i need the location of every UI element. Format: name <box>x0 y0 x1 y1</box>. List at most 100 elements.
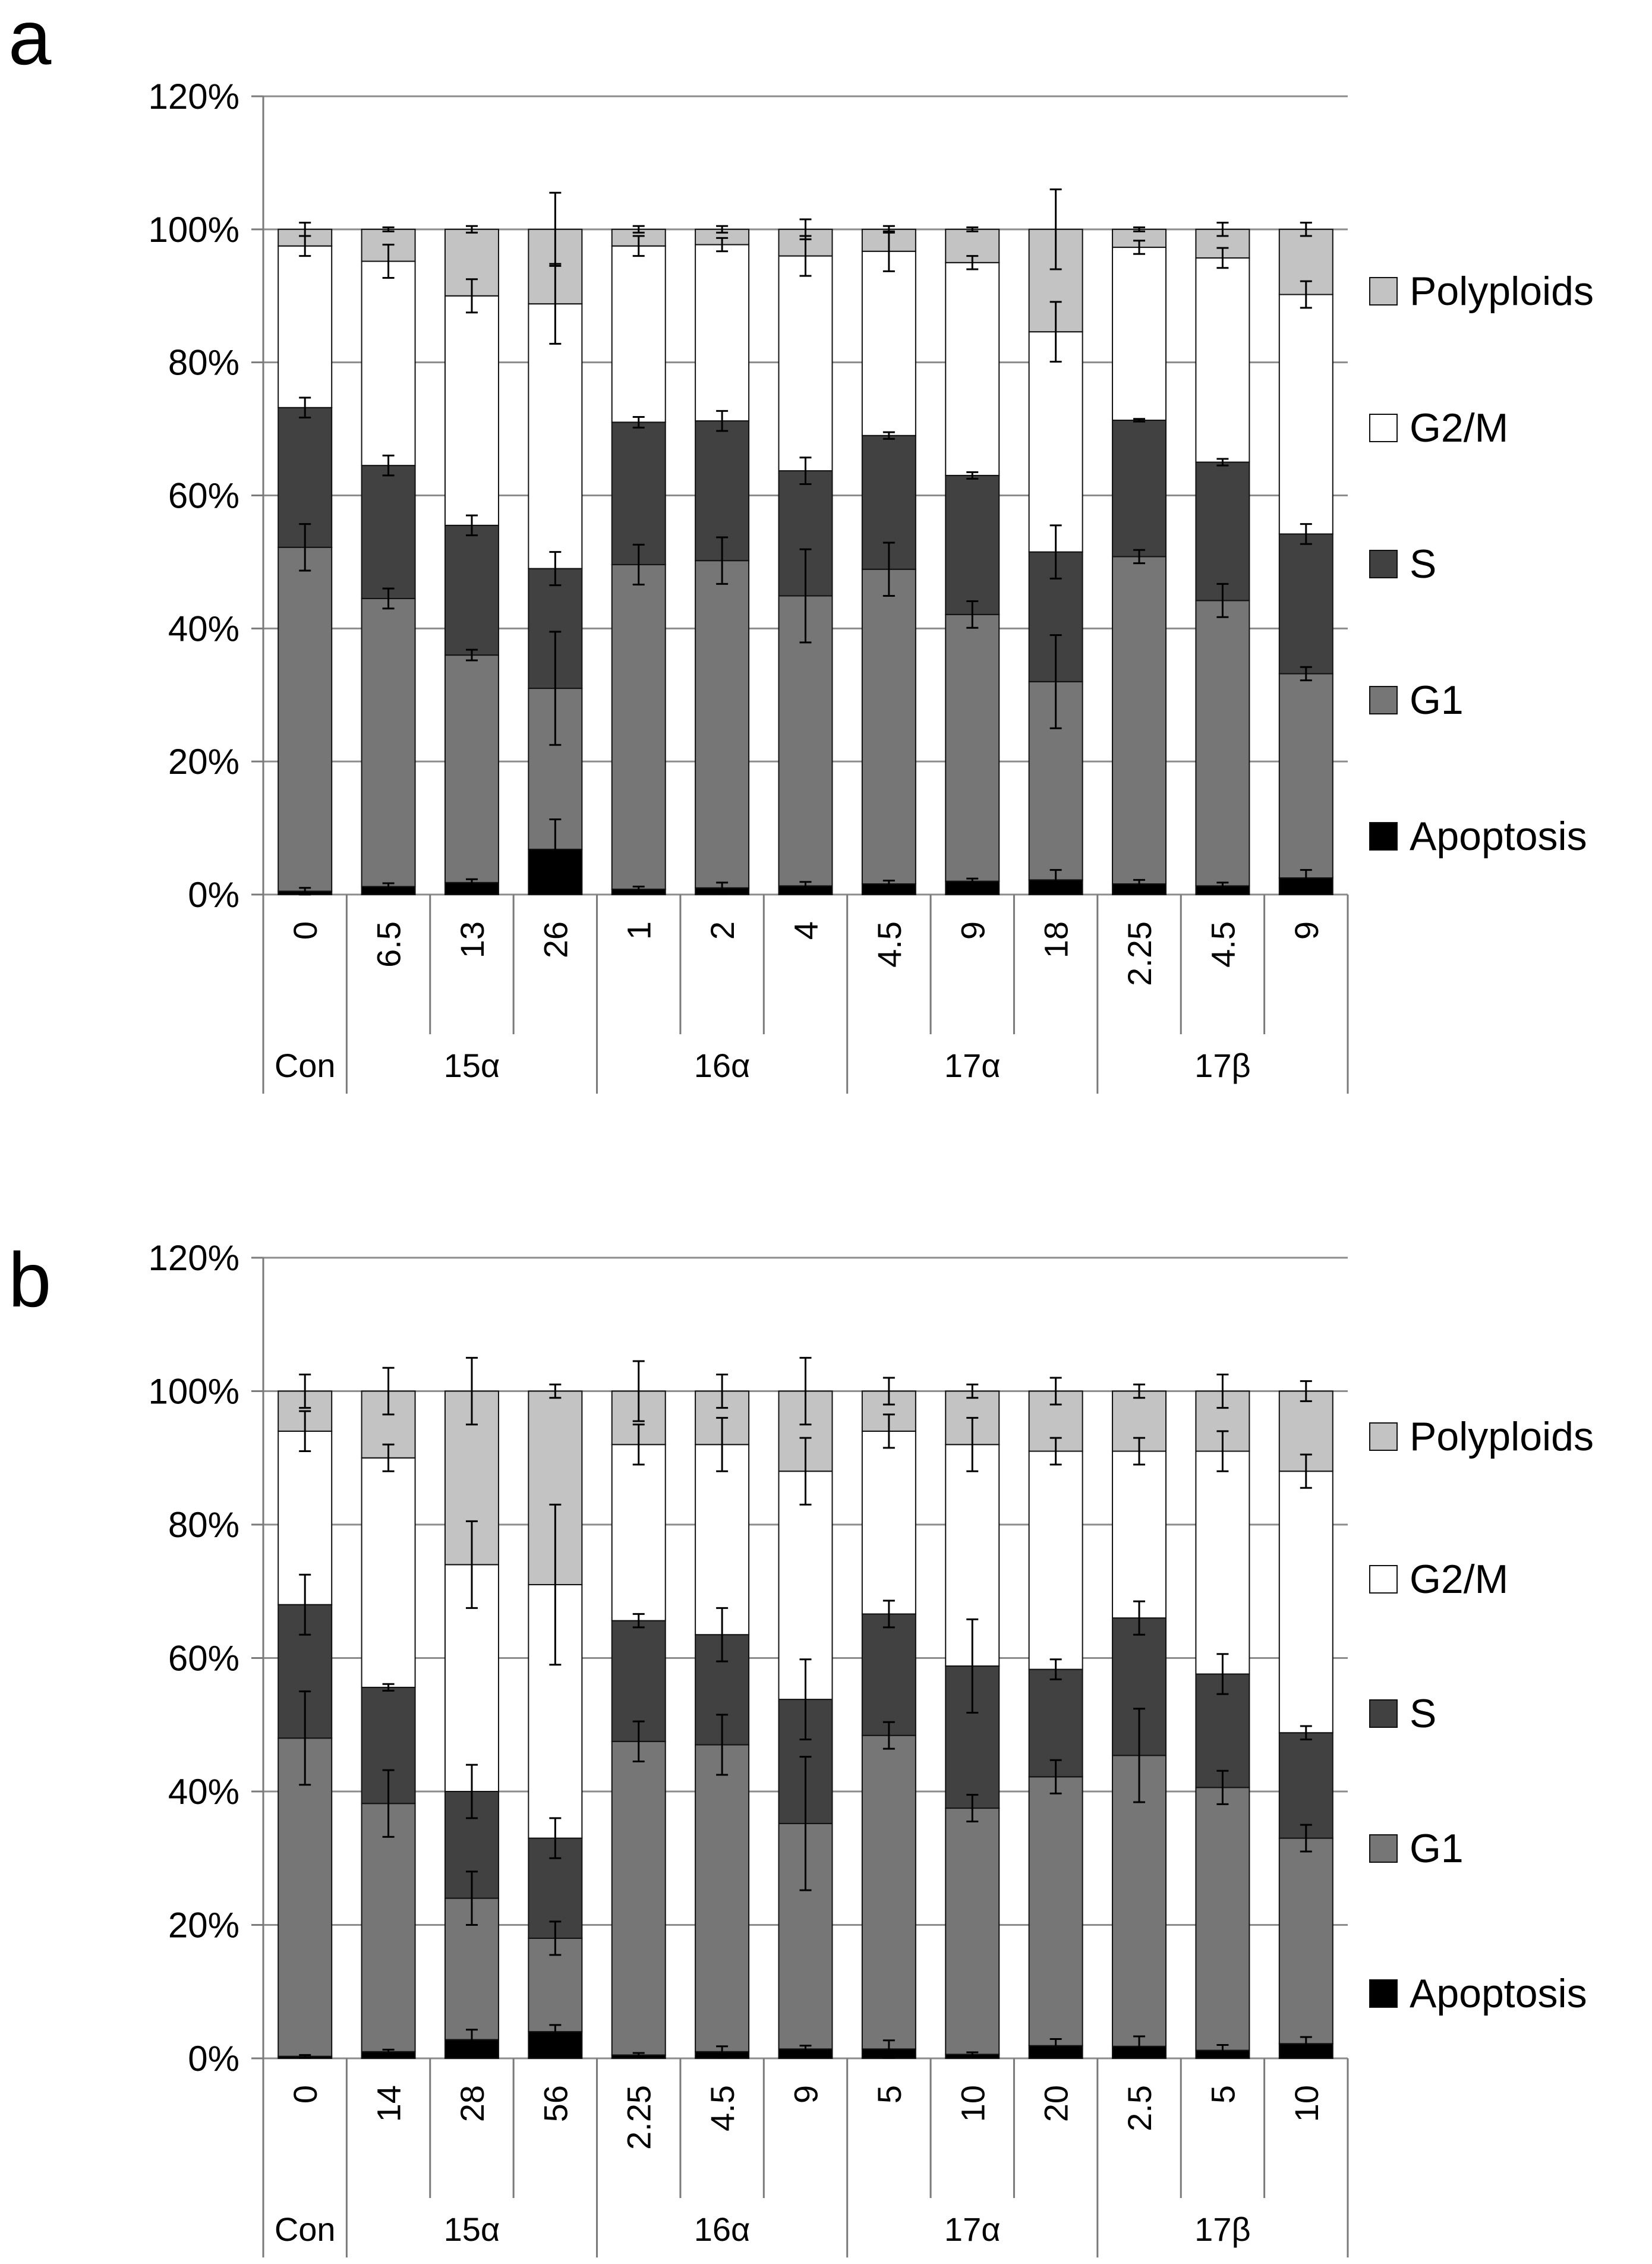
error-bar <box>1300 2036 1312 2052</box>
bar-stack <box>528 191 583 895</box>
bar-segment <box>528 303 583 569</box>
bar-segment <box>1028 331 1083 553</box>
error-bar <box>632 225 645 234</box>
legend-swatch <box>1369 277 1398 306</box>
bar-segment <box>1112 1450 1167 1619</box>
error-bar <box>632 886 645 893</box>
error-bar <box>1300 523 1312 545</box>
error-bar <box>1049 2038 1062 2054</box>
error-bar <box>799 2045 812 2054</box>
error-bar <box>1216 1430 1229 1472</box>
bar-segment <box>861 1734 916 2050</box>
error-bar <box>632 543 645 585</box>
bar-segment <box>945 474 1000 615</box>
legend-swatch <box>1369 1699 1398 1728</box>
bar-stack <box>1112 1383 1167 2059</box>
bar-segment <box>1112 556 1167 885</box>
y-tick-label: 20% <box>168 742 239 782</box>
error-bar <box>716 881 729 895</box>
category-label: 2.25 <box>620 2085 658 2150</box>
error-bar <box>549 2024 562 2039</box>
group-label: 15α <box>444 2211 500 2248</box>
bar-stack <box>1112 226 1167 896</box>
error-bar <box>465 648 478 662</box>
error-bar <box>299 1690 311 1786</box>
bar-segment <box>611 563 666 890</box>
bar-stack <box>611 1360 666 2059</box>
error-bar <box>382 2048 395 2055</box>
error-bar <box>465 1764 478 1819</box>
error-bar <box>1049 1437 1062 1466</box>
error-bar <box>632 1360 645 1422</box>
legend-swatch <box>1369 1834 1398 1863</box>
legend-swatch <box>1369 1979 1398 2008</box>
bar-segment <box>1028 1776 1083 2046</box>
error-bar <box>299 2054 311 2059</box>
group-label: 17β <box>1194 2211 1251 2248</box>
bar-stack <box>1195 1373 1250 2060</box>
error-bar <box>1133 418 1146 423</box>
bar-stack <box>861 1377 916 2059</box>
y-tick-label: 80% <box>168 343 239 383</box>
legend-swatch <box>1369 1565 1398 1594</box>
legend-entry: S <box>1369 541 1436 587</box>
legend-swatch <box>1369 414 1398 442</box>
error-bar <box>382 244 395 279</box>
error-bar <box>1049 634 1062 729</box>
bar-segment <box>945 1808 1000 2055</box>
error-bar <box>966 255 979 270</box>
error-bar <box>882 879 895 889</box>
bar-segment <box>1278 1837 1333 2045</box>
bar-segment <box>444 228 499 297</box>
error-bar <box>549 1503 562 1666</box>
error-bar <box>549 191 562 267</box>
group-label: 17α <box>944 2211 1001 2248</box>
error-bar <box>465 2029 478 2051</box>
error-bar <box>1300 1453 1312 1489</box>
error-bar <box>1049 869 1062 891</box>
bar-segment <box>1028 1450 1083 1670</box>
error-bar <box>632 1720 645 1762</box>
category-label: 2.5 <box>1121 2085 1158 2131</box>
error-bar <box>882 1377 895 1406</box>
bar-stack <box>695 225 750 896</box>
legend-label: G1 <box>1410 1826 1464 1871</box>
legend-entry: S <box>1369 1691 1436 1736</box>
bar-segment <box>611 1740 666 2056</box>
error-bar <box>382 1443 395 1472</box>
error-bar <box>1049 524 1062 580</box>
chart-panel-a: a 0% 20% 40% 60% 80% 100% 120% 0 6.5 13 26 1 2 4 4.5 9 18… <box>8 0 1594 1094</box>
bar-segment <box>278 546 333 892</box>
legend-entry: G2/M <box>1369 405 1508 451</box>
category-label: 0 <box>286 2085 324 2104</box>
bar-segment <box>1195 600 1250 887</box>
category-label: 2 <box>704 921 741 940</box>
error-bar <box>465 1356 478 1426</box>
group-label: Con <box>275 1047 336 1084</box>
bar-stack <box>278 1373 333 2060</box>
y-tick-label: 40% <box>168 1772 239 1812</box>
error-bar <box>1049 188 1062 270</box>
category-label: 26 <box>537 921 574 958</box>
bar-segment <box>1278 533 1333 675</box>
error-bar <box>299 523 311 572</box>
bar-segment <box>695 560 750 889</box>
error-bar <box>966 1416 979 1472</box>
error-bar <box>882 1413 895 1449</box>
bar-segment <box>945 613 1000 882</box>
error-bar <box>1300 869 1312 887</box>
y-tick-label: 0% <box>188 875 239 915</box>
error-bar <box>1216 222 1229 237</box>
bar-segment <box>861 1613 916 1736</box>
group-label: 16α <box>694 2211 751 2248</box>
category-label: 5 <box>1204 2085 1241 2104</box>
error-bar <box>382 882 395 891</box>
error-bar <box>966 1794 979 1823</box>
legend-entry: Apoptosis <box>1369 814 1587 859</box>
y-tick-label: 80% <box>168 1505 239 1545</box>
error-bar <box>799 881 812 891</box>
category-label: 9 <box>954 921 991 940</box>
error-bar <box>382 1769 395 1838</box>
bar-segment <box>278 1737 333 2057</box>
error-bar <box>966 226 979 232</box>
